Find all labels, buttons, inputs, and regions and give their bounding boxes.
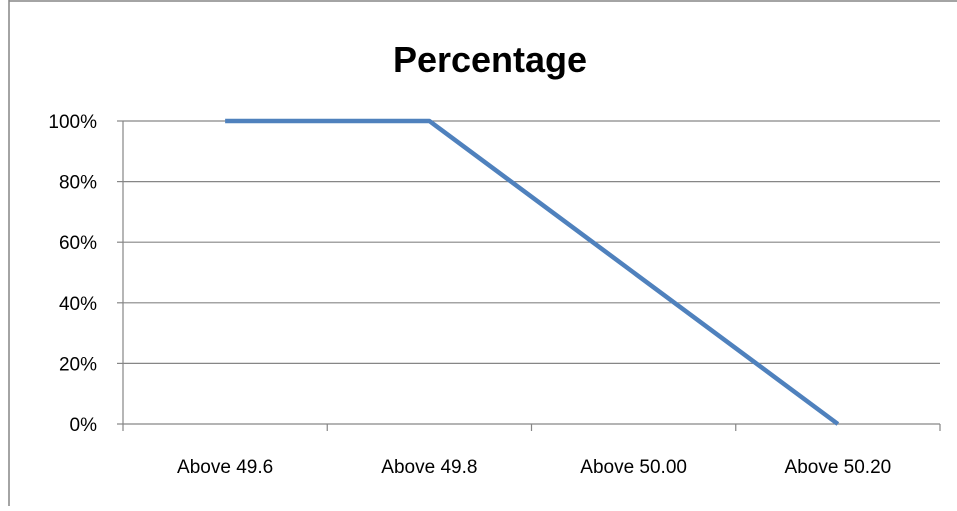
y-tick-label: 20% — [59, 354, 97, 375]
y-tick-label: 60% — [59, 233, 97, 254]
series-layer — [225, 121, 838, 424]
chart-title: Percentage — [393, 39, 587, 80]
y-axis-tick-labels: 0% 20% 40% 60% 80% 100% — [48, 112, 97, 436]
y-tick-label: 0% — [70, 415, 98, 436]
axes — [117, 121, 940, 431]
x-tick-label: Above 50.00 — [580, 457, 687, 478]
series-line — [225, 121, 838, 424]
x-axis-tick-labels: Above 49.6 Above 49.8 Above 50.00 Above 50.… — [177, 457, 891, 478]
x-tick-label: Above 49.6 — [177, 457, 273, 478]
x-tick-label: Above 50.20 — [785, 457, 892, 478]
x-tick-label: Above 49.8 — [381, 457, 477, 478]
gridlines — [123, 121, 940, 363]
y-tick-label: 80% — [59, 173, 97, 194]
y-tick-label: 100% — [48, 112, 97, 133]
y-tick-label: 40% — [59, 294, 97, 315]
